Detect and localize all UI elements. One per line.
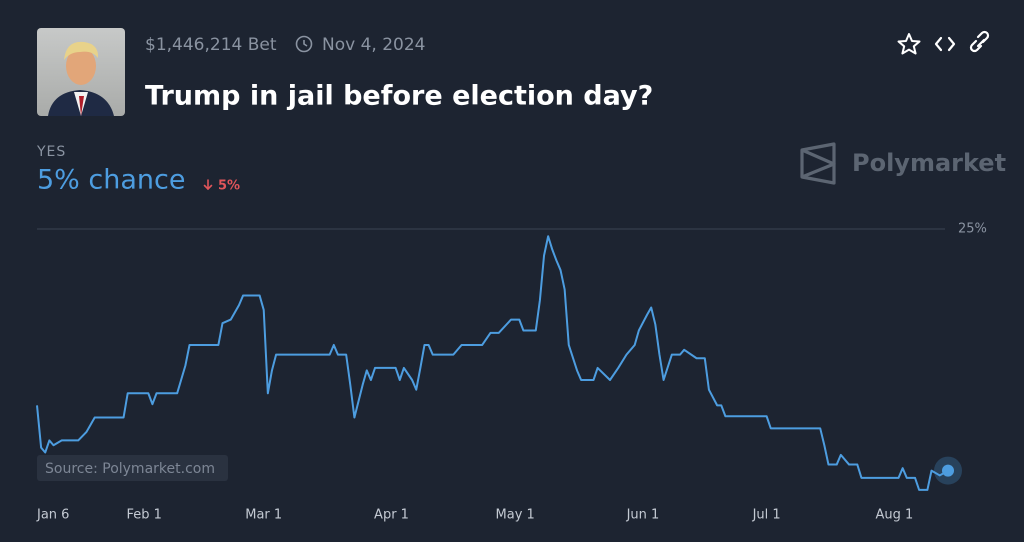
end-date: Nov 4, 2024 — [322, 35, 425, 55]
down-arrow — [203, 179, 213, 191]
chart-title: Trump in jail before election day? — [145, 81, 653, 112]
source: Source: Polymarket.com — [45, 461, 215, 477]
x-tick-label: May 1 — [496, 508, 535, 523]
brand-logo — [800, 142, 836, 185]
volume: $1,446,214 Bet — [145, 35, 277, 55]
x-tick-label: Feb 1 — [126, 508, 161, 523]
x-tick-label: Mar 1 — [245, 508, 282, 523]
star-button[interactable] — [897, 33, 921, 55]
brand-name: Polymarket — [852, 149, 1006, 177]
clock-icon — [295, 35, 313, 53]
x-tick-label: Jun 1 — [626, 508, 660, 523]
outcome-label: YES — [36, 144, 66, 160]
link-button[interactable] — [969, 30, 990, 53]
change: 5% — [218, 179, 240, 194]
series-line — [36, 235, 949, 491]
chance: 5% chance — [37, 165, 186, 196]
x-tick-label: Jan 6 — [36, 508, 69, 523]
x-tick-label: Jul 1 — [752, 508, 781, 523]
x-tick-label: Aug 1 — [876, 508, 914, 523]
embed-button[interactable] — [934, 36, 956, 52]
x-tick-label: Apr 1 — [374, 508, 409, 523]
avatar — [37, 28, 125, 116]
y-tick-label: 25% — [958, 222, 987, 237]
source-box — [37, 455, 228, 481]
current-point — [942, 464, 954, 477]
